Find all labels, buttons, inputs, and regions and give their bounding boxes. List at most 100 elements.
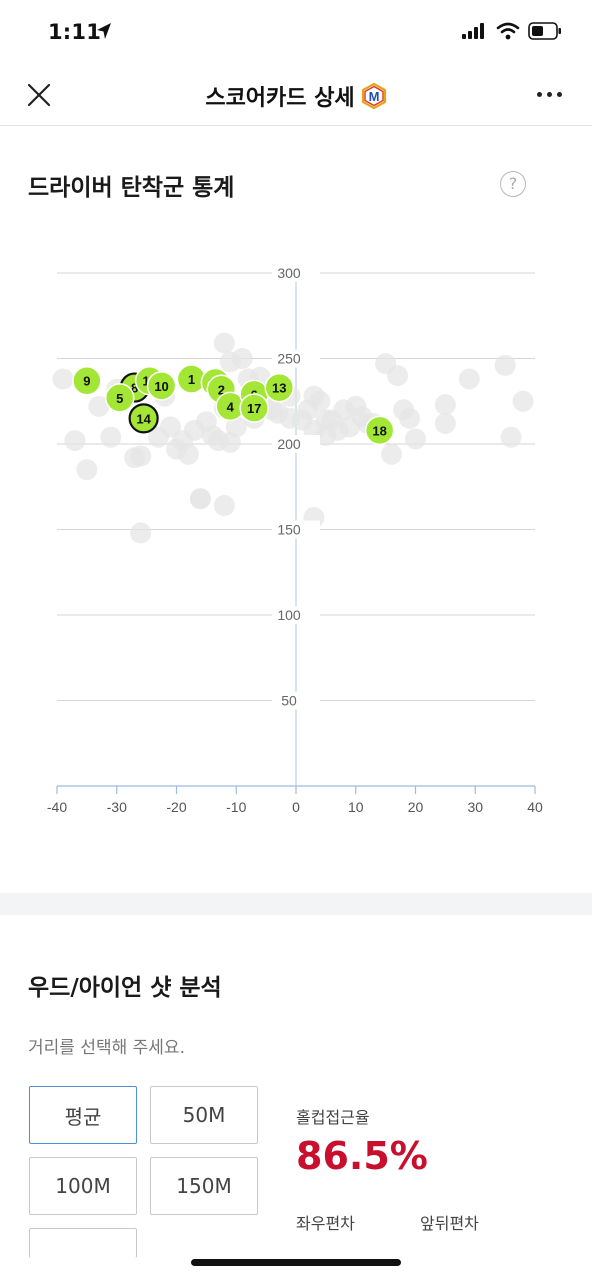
- hole-point-marker: [128, 403, 159, 434]
- history-shot-point: [458, 368, 480, 390]
- hole-point-marker: [146, 371, 177, 401]
- more-dot: [537, 92, 542, 97]
- hole-17-point: 17: [239, 393, 269, 423]
- x-tick-label: -40: [47, 799, 67, 815]
- y-tick-label: 100: [277, 607, 301, 623]
- history-shot-point: [52, 368, 74, 390]
- x-tick-label: 0: [292, 799, 300, 815]
- home-indicator: [191, 1259, 401, 1266]
- hole-point-marker: [104, 383, 135, 413]
- x-tick-label: 30: [467, 799, 483, 815]
- hole-point-label: 9: [83, 374, 90, 389]
- history-shot-point: [213, 495, 235, 517]
- y-tick-label-bg: [272, 520, 320, 539]
- distance-prompt: 거리를 선택해 주세요.: [28, 1038, 185, 1058]
- status-bar: 1:11: [0, 0, 592, 64]
- section-divider: [0, 893, 592, 915]
- history-shot-point: [130, 445, 152, 467]
- hole-point-label: 2: [218, 382, 225, 397]
- hole-point-label: 18: [372, 423, 386, 438]
- help-icon[interactable]: ?: [500, 171, 526, 197]
- distance-button-100m[interactable]: 100M: [29, 1157, 137, 1215]
- history-shot-point: [130, 522, 152, 544]
- hole-9-point: 9: [72, 365, 102, 396]
- x-tick-label: -30: [107, 799, 127, 815]
- hole-point-label: 5: [116, 391, 123, 406]
- history-shot-point: [231, 348, 253, 369]
- more-dot: [547, 92, 552, 97]
- lateral-deviation-label: 좌우편차: [296, 1214, 355, 1233]
- y-tick-label: 150: [277, 522, 301, 538]
- depth-deviation-label: 앞뒤편차: [420, 1214, 479, 1233]
- hole-point-marker: [72, 365, 102, 396]
- hole-point-label: 14: [136, 411, 151, 426]
- highlighted-points-layer: 985151014111246171318: [72, 364, 395, 446]
- x-tick-label: 10: [348, 799, 364, 815]
- x-tick-label: 40: [527, 799, 543, 815]
- y-tick-label-bg: [272, 349, 320, 368]
- hole-5-point: 5: [104, 383, 135, 413]
- x-tick-label: -20: [166, 799, 186, 815]
- hole-point-label: 8: [131, 381, 138, 396]
- close-icon[interactable]: [26, 82, 52, 108]
- hole-point-label: 4: [227, 399, 235, 414]
- wifi-icon: [496, 22, 520, 40]
- history-shot-point: [64, 430, 86, 452]
- navigation-bar: 스코어카드 상세 M: [0, 64, 592, 126]
- history-shot-point: [500, 426, 522, 448]
- page-title: 스코어카드 상세 M: [0, 80, 592, 112]
- badge-letter: M: [368, 89, 379, 104]
- history-shot-point: [494, 354, 516, 376]
- distance-button-partial[interactable]: [29, 1228, 137, 1258]
- distance-button-50m[interactable]: 50M: [150, 1086, 258, 1144]
- hole-point-label: 1: [188, 372, 195, 387]
- y-tick-label-bg: [272, 264, 320, 282]
- y-tick-label-bg: [272, 691, 320, 710]
- history-shot-point: [225, 416, 247, 438]
- hole-14-point: 14: [128, 403, 159, 434]
- status-indicators: [462, 22, 562, 40]
- battery-icon: [528, 22, 561, 40]
- x-tick-label: 20: [408, 799, 424, 815]
- history-shot-point: [387, 365, 409, 387]
- distance-button-average[interactable]: 평균: [29, 1086, 137, 1144]
- hole-18-point: 18: [364, 415, 395, 446]
- location-arrow-icon: [97, 23, 111, 39]
- status-time: 1:11: [48, 20, 102, 44]
- hole-10-point: 10: [146, 371, 177, 401]
- more-dot: [557, 92, 562, 97]
- driver-dispersion-chart: 985151014111246171318 30025020015010050-…: [0, 240, 592, 840]
- y-tick-label: 250: [277, 351, 301, 367]
- hole-point-label: 10: [154, 379, 168, 394]
- hole-point-marker: [239, 393, 269, 423]
- history-shot-point: [434, 394, 456, 416]
- hole-point-marker: [264, 372, 295, 403]
- history-shot-point: [213, 332, 235, 354]
- y-tick-label: 50: [281, 693, 297, 709]
- history-shot-point: [88, 395, 110, 417]
- history-shot-point: [160, 416, 182, 438]
- hole-13-point: 13: [264, 372, 295, 403]
- y-tick-label: 300: [277, 265, 301, 281]
- history-shot-point: [434, 412, 456, 434]
- x-tick-label: -10: [226, 799, 246, 815]
- distance-button-150m[interactable]: 150M: [150, 1157, 258, 1215]
- history-shot-point: [309, 390, 331, 412]
- y-tick-label-bg: [272, 606, 320, 624]
- history-shot-point: [399, 407, 421, 429]
- history-shot-point: [405, 428, 426, 450]
- y-tick-label-bg: [272, 435, 320, 453]
- tick-labels-layer: 300 250 200 150 100 50 -40 -30 -20 -10 0 10 20 30 40: [47, 264, 543, 815]
- history-shot-point: [100, 426, 122, 448]
- more-options-button[interactable]: [537, 92, 562, 97]
- history-shot-point: [76, 459, 98, 481]
- history-shot-point: [189, 488, 211, 510]
- cellular-signal-icon: [462, 23, 484, 39]
- hole-approach-label: 홀컵접근율: [296, 1108, 370, 1127]
- hole-point-label: 13: [272, 381, 286, 396]
- hole-point-marker: [364, 415, 395, 446]
- history-shot-point: [177, 443, 199, 465]
- driver-section-title: 드라이버 탄착군 통계: [28, 175, 235, 201]
- hole-approach-value: 86.5%: [296, 1134, 428, 1178]
- hole-point-label: 17: [247, 401, 261, 416]
